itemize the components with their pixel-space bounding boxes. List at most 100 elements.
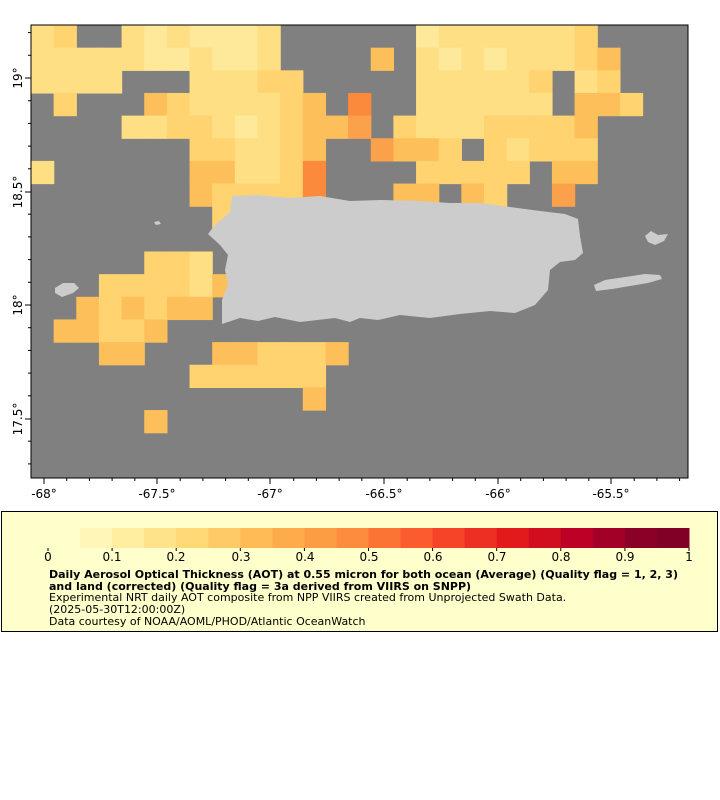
aot-cell [189, 92, 213, 117]
aot-cell [166, 115, 191, 139]
legend-description: Experimental NRT daily AOT composite fro… [49, 591, 567, 604]
lon-tick-label: -66° [485, 487, 511, 501]
aot-cell [144, 274, 168, 298]
aot-cell [370, 138, 394, 162]
aot-cell [189, 160, 213, 185]
aot-cell [234, 115, 259, 139]
aot-cell [166, 25, 191, 49]
colorbar-swatch [368, 528, 402, 548]
aot-cell [438, 70, 462, 94]
aot-cell [302, 364, 327, 388]
aot-cell [551, 138, 576, 162]
aot-cell [212, 115, 236, 139]
aot-cell [189, 364, 213, 388]
aot-cell [551, 160, 576, 185]
aot-cell [280, 160, 304, 185]
aot-cell [189, 296, 213, 321]
aot-cell [189, 70, 213, 94]
aot-cell [53, 25, 77, 49]
aot-cell [98, 319, 123, 343]
aot-cell [212, 138, 236, 162]
legend-timestamp: (2025-05-30T12:00:00Z) [49, 603, 186, 616]
aot-cell [31, 70, 55, 94]
aot-cell [234, 342, 259, 366]
aot-cell [574, 47, 598, 71]
colorbar-swatch [656, 528, 690, 548]
colorbar-tick-label: 0.5 [359, 550, 378, 564]
colorbar-tick-label: 1 [685, 550, 693, 564]
colorbar-swatch [80, 528, 113, 548]
aot-cell [529, 25, 553, 49]
aot-cell [348, 92, 372, 117]
land-mass [55, 195, 668, 324]
vieques-island [594, 274, 662, 291]
aot-cell [484, 25, 508, 49]
aot-cell [257, 364, 281, 388]
aot-cell [574, 160, 598, 185]
aot-cell [98, 70, 123, 94]
aot-cell [189, 183, 213, 207]
aot-cell [438, 47, 462, 71]
aot-cell [98, 274, 123, 298]
aot-cell [529, 47, 553, 71]
colorbar-swatches [48, 528, 690, 548]
aot-cell [53, 70, 77, 94]
aot-cell [234, 364, 259, 388]
aot-cell [212, 25, 236, 49]
aot-cell [144, 92, 168, 117]
aot-cell [189, 115, 213, 139]
colorbar-tick-label: 0.4 [295, 550, 314, 564]
aot-cell [76, 70, 100, 94]
aot-cell [484, 92, 508, 117]
lon-tick-labels: -68° -67.5° -67° -66.5° -66° -65.5° [31, 487, 629, 501]
aot-cell [98, 47, 123, 71]
aot-cell [280, 364, 304, 388]
lat-tick-labels: 19° 18.5° 18° 17.5° [11, 67, 25, 435]
aot-cell [144, 115, 168, 139]
aot-cell [234, 138, 259, 162]
aot-cell [257, 47, 281, 71]
aot-cell [597, 70, 621, 94]
aot-cell [529, 92, 553, 117]
aot-cell [551, 47, 576, 71]
colorbar-swatch [464, 528, 498, 548]
aot-cell [257, 25, 281, 49]
aot-cell [484, 160, 508, 185]
aot-cell [438, 138, 462, 162]
aot-cell [416, 47, 440, 71]
lon-tick-label: -65.5° [592, 487, 629, 501]
lon-tick-label: -66.5° [365, 487, 402, 501]
legend-panel: 0 0.1 0.2 0.3 0.4 0.5 0.6 0.7 0.8 0.9 1 … [1, 511, 718, 632]
aot-cell [416, 138, 440, 162]
aot-cell [484, 47, 508, 71]
aot-cell [461, 92, 485, 117]
aot-cell [416, 92, 440, 117]
colorbar-tick-labels: 0 0.1 0.2 0.3 0.4 0.5 0.6 0.7 0.8 0.9 1 [44, 550, 693, 564]
aot-cell [325, 115, 349, 139]
aot-cell [257, 70, 281, 94]
colorbar-tick-label: 0.3 [231, 550, 250, 564]
aot-cell-grid [31, 25, 644, 434]
aot-cell [574, 138, 598, 162]
colorbar-swatch [48, 528, 81, 548]
aot-cell [506, 70, 530, 94]
aot-cell [76, 47, 100, 71]
lat-tick-label: 18° [11, 294, 25, 315]
colorbar: 0 0.1 0.2 0.3 0.4 0.5 0.6 0.7 0.8 0.9 1 [44, 528, 693, 564]
aot-cell [280, 138, 304, 162]
aot-cell [348, 115, 372, 139]
aot-cell [144, 410, 168, 434]
aot-cell [212, 183, 236, 207]
aot-cell [144, 319, 168, 343]
colorbar-swatch [624, 528, 658, 548]
aot-cell [302, 387, 327, 411]
colorbar-swatch [592, 528, 626, 548]
aot-cell [189, 251, 213, 275]
aot-cell [76, 319, 100, 343]
legend-title: Daily Aerosol Optical Thickness (AOT) at… [49, 568, 678, 593]
aot-cell [144, 25, 168, 49]
aot-cell [393, 138, 417, 162]
aot-cell [212, 160, 236, 185]
aot-cell [302, 342, 327, 366]
aot-cell [257, 92, 281, 117]
